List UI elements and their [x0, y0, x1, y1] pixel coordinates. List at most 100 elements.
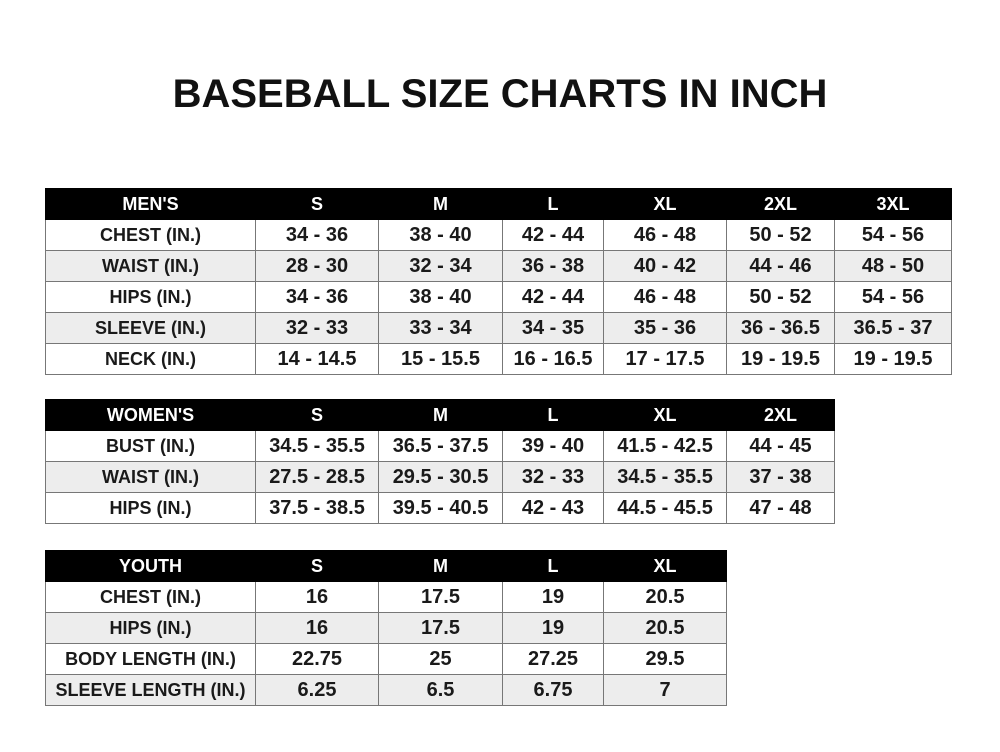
measurement-label: HIPS (IN.) [45, 492, 256, 524]
table-row: BUST (IN.) 34.5 - 35.5 36.5 - 37.5 39 - 40 4… [45, 430, 835, 462]
size-value-cell: 19 - 19.5 [726, 343, 835, 375]
measurement-label: WAIST (IN.) [45, 250, 256, 282]
size-value-cell: 47 - 48 [726, 492, 835, 524]
size-value-cell: 28 - 30 [255, 250, 379, 282]
measurement-label: SLEEVE LENGTH (IN.) [45, 674, 256, 706]
size-value-cell: 32 - 33 [502, 461, 604, 493]
size-value-cell: 39 - 40 [502, 430, 604, 462]
measurement-label: CHEST (IN.) [45, 219, 256, 251]
womens-size-table: WOMEN'S S M L XL 2XL BUST (IN.) 34.5 - 35.5 36.5… [45, 399, 835, 524]
header-row: MEN'S S M L XL 2XL 3XL [45, 188, 952, 220]
category-header: YOUTH [45, 550, 256, 582]
size-value-cell: 34.5 - 35.5 [255, 430, 379, 462]
size-value-cell: 46 - 48 [603, 219, 727, 251]
size-value-cell: 38 - 40 [378, 281, 503, 313]
size-value-cell: 16 - 16.5 [502, 343, 604, 375]
size-value-cell: 39.5 - 40.5 [378, 492, 503, 524]
size-header: XL [603, 550, 727, 582]
size-header: M [378, 399, 503, 431]
category-header: MEN'S [45, 188, 256, 220]
size-value-cell: 44.5 - 45.5 [603, 492, 727, 524]
size-value-cell: 7 [603, 674, 727, 706]
size-value-cell: 48 - 50 [834, 250, 952, 282]
size-value-cell: 27.25 [502, 643, 604, 675]
measurement-label: BODY LENGTH (IN.) [45, 643, 256, 675]
size-value-cell: 37.5 - 38.5 [255, 492, 379, 524]
size-value-cell: 42 - 44 [502, 281, 604, 313]
size-header: L [502, 399, 604, 431]
size-value-cell: 17 - 17.5 [603, 343, 727, 375]
size-value-cell: 29.5 [603, 643, 727, 675]
size-value-cell: 29.5 - 30.5 [378, 461, 503, 493]
size-header: 2XL [726, 188, 835, 220]
mens-size-table: MEN'S S M L XL 2XL 3XL CHEST (IN.) 34 - 36 38 - 4… [45, 188, 952, 375]
measurement-label: WAIST (IN.) [45, 461, 256, 493]
size-value-cell: 33 - 34 [378, 312, 503, 344]
table-row: BODY LENGTH (IN.) 22.75 25 27.25 29.5 [45, 643, 727, 675]
table-row: WAIST (IN.) 27.5 - 28.5 29.5 - 30.5 32 - 33… [45, 461, 835, 493]
header-row: WOMEN'S S M L XL 2XL [45, 399, 835, 431]
size-value-cell: 50 - 52 [726, 281, 835, 313]
measurement-label: NECK (IN.) [45, 343, 256, 375]
size-value-cell: 20.5 [603, 581, 727, 613]
size-value-cell: 36 - 36.5 [726, 312, 835, 344]
size-value-cell: 36.5 - 37.5 [378, 430, 503, 462]
size-value-cell: 27.5 - 28.5 [255, 461, 379, 493]
table-row: SLEEVE LENGTH (IN.) 6.25 6.5 6.75 7 [45, 674, 727, 706]
size-value-cell: 19 - 19.5 [834, 343, 952, 375]
size-value-cell: 34 - 36 [255, 219, 379, 251]
table-row: CHEST (IN.) 34 - 36 38 - 40 42 - 44 46 - 48 5… [45, 219, 952, 251]
size-value-cell: 36.5 - 37 [834, 312, 952, 344]
size-value-cell: 42 - 44 [502, 219, 604, 251]
size-value-cell: 14 - 14.5 [255, 343, 379, 375]
size-value-cell: 40 - 42 [603, 250, 727, 282]
page-title: BASEBALL SIZE CHARTS IN INCH [172, 72, 828, 116]
measurement-label: SLEEVE (IN.) [45, 312, 256, 344]
size-value-cell: 34 - 36 [255, 281, 379, 313]
table-row: NECK (IN.) 14 - 14.5 15 - 15.5 16 - 16.5 17 … [45, 343, 952, 375]
table-row: HIPS (IN.) 16 17.5 19 20.5 [45, 612, 727, 644]
size-value-cell: 44 - 46 [726, 250, 835, 282]
size-value-cell: 17.5 [378, 581, 503, 613]
size-header: L [502, 188, 604, 220]
size-value-cell: 35 - 36 [603, 312, 727, 344]
size-value-cell: 15 - 15.5 [378, 343, 503, 375]
size-value-cell: 36 - 38 [502, 250, 604, 282]
size-value-cell: 37 - 38 [726, 461, 835, 493]
size-value-cell: 42 - 43 [502, 492, 604, 524]
size-header: XL [603, 399, 727, 431]
size-header: S [255, 550, 379, 582]
size-value-cell: 17.5 [378, 612, 503, 644]
size-value-cell: 32 - 34 [378, 250, 503, 282]
size-value-cell: 6.75 [502, 674, 604, 706]
size-value-cell: 34 - 35 [502, 312, 604, 344]
table-row: HIPS (IN.) 37.5 - 38.5 39.5 - 40.5 42 - 43 4… [45, 492, 835, 524]
size-value-cell: 50 - 52 [726, 219, 835, 251]
size-header: L [502, 550, 604, 582]
size-value-cell: 25 [378, 643, 503, 675]
size-header: M [378, 550, 503, 582]
table-row: SLEEVE (IN.) 32 - 33 33 - 34 34 - 35 35 - 36… [45, 312, 952, 344]
size-value-cell: 6.5 [378, 674, 503, 706]
size-value-cell: 19 [502, 581, 604, 613]
size-value-cell: 41.5 - 42.5 [603, 430, 727, 462]
size-value-cell: 20.5 [603, 612, 727, 644]
table-row: WAIST (IN.) 28 - 30 32 - 34 36 - 38 40 - 42 4… [45, 250, 952, 282]
size-value-cell: 32 - 33 [255, 312, 379, 344]
size-value-cell: 34.5 - 35.5 [603, 461, 727, 493]
size-header: 3XL [834, 188, 952, 220]
category-header: WOMEN'S [45, 399, 256, 431]
measurement-label: BUST (IN.) [45, 430, 256, 462]
size-header: S [255, 399, 379, 431]
size-header: 2XL [726, 399, 835, 431]
measurement-label: CHEST (IN.) [45, 581, 256, 613]
table-row: CHEST (IN.) 16 17.5 19 20.5 [45, 581, 727, 613]
size-value-cell: 54 - 56 [834, 219, 952, 251]
size-value-cell: 16 [255, 581, 379, 613]
size-value-cell: 38 - 40 [378, 219, 503, 251]
size-value-cell: 19 [502, 612, 604, 644]
measurement-label: HIPS (IN.) [45, 612, 256, 644]
size-value-cell: 54 - 56 [834, 281, 952, 313]
youth-size-table: YOUTH S M L XL CHEST (IN.) 16 17.5 19 20.5 HIPS (I… [45, 550, 727, 706]
measurement-label: HIPS (IN.) [45, 281, 256, 313]
